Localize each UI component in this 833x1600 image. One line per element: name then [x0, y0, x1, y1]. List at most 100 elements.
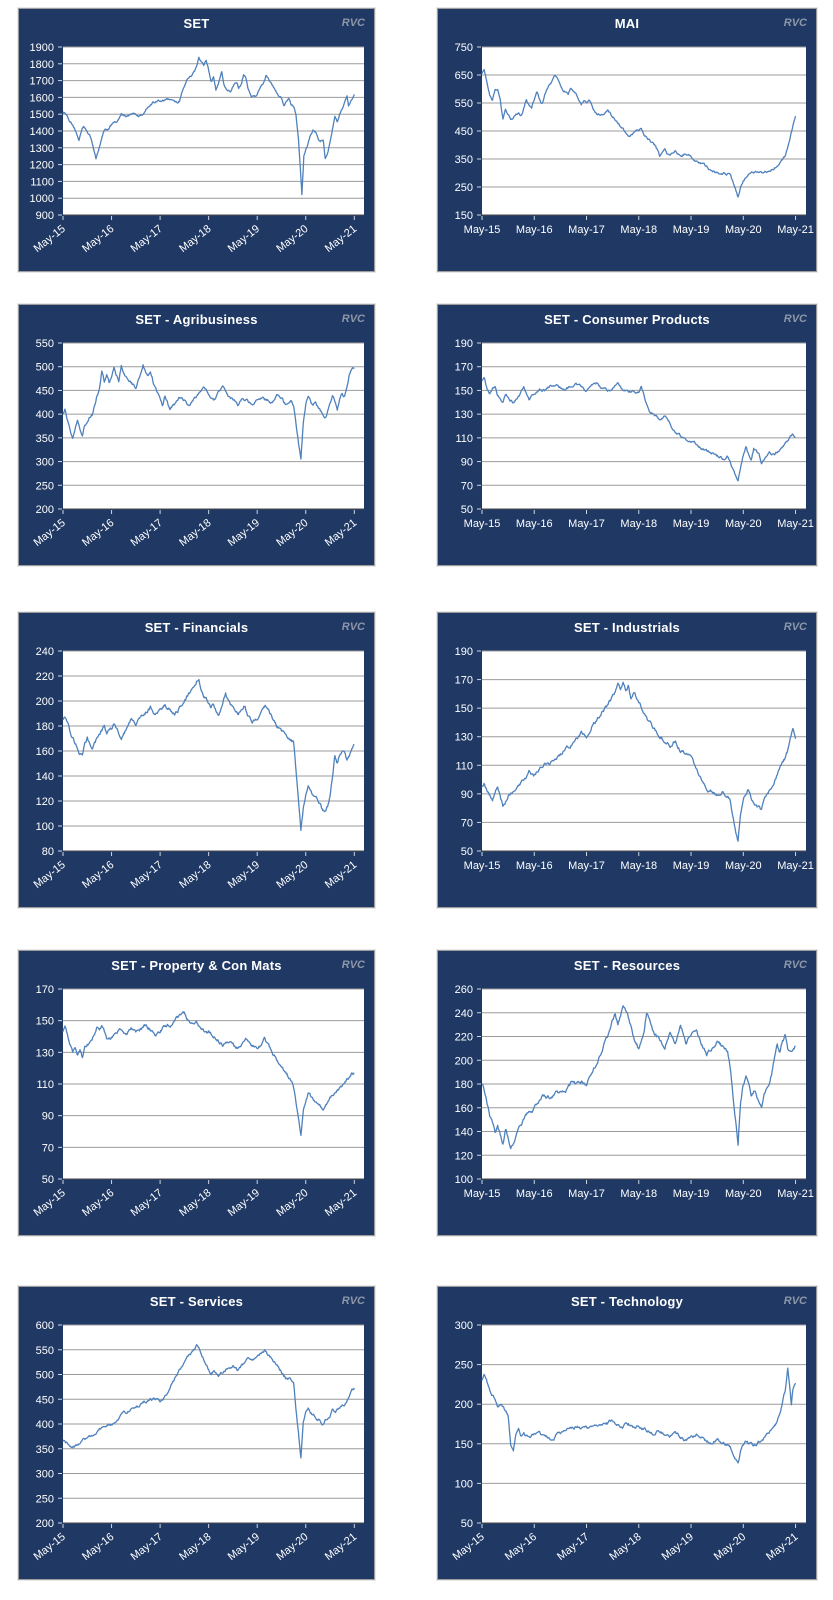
x-axis-label: May-16 — [516, 518, 553, 530]
x-axis-label: May-18 — [620, 224, 657, 236]
x-axis-label: May-20 — [274, 859, 310, 891]
data-series-line — [481, 1367, 797, 1464]
chart-card-set-industrials: SET - Industrials RVC 50 70 90 110 130 150 170 19… — [437, 612, 817, 908]
y-axis-label: 250 — [36, 480, 54, 492]
y-axis-label: 190 — [455, 338, 473, 350]
y-axis-label: 110 — [455, 433, 473, 445]
chart-card-set-agribusiness: SET - Agribusiness RVC 200 250 300 350 400 450 5… — [18, 304, 375, 566]
chart-title-set-services: SET - Services — [149, 1294, 244, 1309]
y-axis-label: 240 — [455, 1008, 473, 1020]
y-axis-label: 220 — [36, 671, 54, 683]
data-series-line — [481, 1005, 796, 1150]
rvc-logo: RVC — [341, 17, 365, 29]
x-axis-label: May-19 — [226, 1187, 262, 1219]
x-axis-label: May-18 — [620, 860, 657, 872]
y-axis-label: 350 — [36, 1444, 54, 1456]
x-axis-label: May-19 — [673, 224, 710, 236]
x-axis-label: May-20 — [725, 224, 762, 236]
y-axis-label: 150 — [455, 385, 473, 397]
x-axis-label: May-15 — [32, 1187, 68, 1219]
chart-header: SET - Industrials RVC — [438, 613, 816, 639]
data-series-line — [62, 1344, 355, 1459]
y-axis-label: 90 — [42, 1111, 54, 1123]
y-axis-label: 150 — [455, 703, 473, 715]
line-chart-set: 900 1000 1100 1200 1300 1400 1500 1600 1700 1800 1… — [30, 42, 364, 255]
y-axis-label: 150 — [455, 210, 473, 222]
x-axis-label: May-18 — [620, 518, 657, 530]
y-axis-label: 150 — [455, 1439, 473, 1451]
y-axis-label: 450 — [36, 385, 54, 397]
y-axis-label: 160 — [36, 746, 54, 758]
y-axis-label: 100 — [455, 1174, 473, 1186]
x-axis-label: May-17 — [129, 1531, 165, 1563]
chart-title-mai: MAI — [614, 16, 640, 31]
y-axis-label: 1500 — [30, 109, 54, 121]
x-axis-label: May-21 — [777, 518, 814, 530]
y-axis-label: 170 — [455, 362, 473, 374]
x-axis-label: May-21 — [777, 1188, 814, 1200]
y-axis-label: 190 — [455, 646, 473, 658]
line-chart-set-services: 200 250 300 350 400 450 500 550 600 May-15 May-16 M… — [32, 1320, 364, 1563]
y-axis-label: 180 — [455, 1079, 473, 1091]
x-axis-label: May-21 — [323, 1187, 359, 1219]
y-axis-label: 1800 — [30, 59, 54, 71]
line-chart-set-agribusiness: 200 250 300 350 400 450 500 550 May-15 May-16 May-… — [32, 338, 364, 549]
data-series-line — [481, 681, 797, 842]
y-axis-label: 240 — [36, 646, 54, 658]
x-axis-label: May-19 — [226, 1531, 262, 1563]
x-axis-label: May-17 — [129, 517, 165, 549]
x-axis-label: May-15 — [464, 1188, 501, 1200]
x-axis-label: May-16 — [80, 223, 116, 255]
chart-header: MAI RVC — [438, 9, 816, 35]
chart-header: SET - Services RVC — [19, 1287, 374, 1313]
rvc-logo: RVC — [783, 959, 807, 971]
x-axis-label: May-18 — [607, 1531, 643, 1563]
chart-title-set-property-con-mats: SET - Property & Con Mats — [111, 958, 282, 973]
x-axis-label: May-15 — [32, 517, 68, 549]
y-axis-label: 100 — [455, 1478, 473, 1490]
data-series-line — [62, 1011, 355, 1137]
line-chart-mai: 150 250 350 450 550 650 750 May-15 May-16 May-17 M… — [455, 42, 814, 236]
y-axis-label: 50 — [461, 1518, 473, 1530]
x-axis-label: May-18 — [177, 223, 213, 255]
rvc-logo: RVC — [341, 959, 365, 971]
x-axis-label: May-16 — [503, 1531, 539, 1563]
y-axis-label: 650 — [455, 70, 473, 82]
x-axis-label: May-19 — [660, 1531, 696, 1563]
line-chart-set-financials: 80 100 120 140 160 180 200 220 240 May-15 May-16 Ma… — [32, 646, 364, 891]
y-axis-label: 180 — [36, 721, 54, 733]
y-axis-label: 120 — [36, 796, 54, 808]
x-axis-label: May-17 — [129, 859, 165, 891]
chart-header: SET - Resources RVC — [438, 951, 816, 977]
y-axis-label: 400 — [36, 1419, 54, 1431]
y-axis-label: 50 — [461, 504, 473, 516]
y-axis-label: 200 — [36, 1518, 54, 1530]
y-axis-label: 170 — [455, 675, 473, 687]
chart-card-set-consumer-products: SET - Consumer Products RVC 50 70 90 110 130 15… — [437, 304, 817, 566]
y-axis-label: 110 — [455, 760, 473, 772]
y-axis-label: 450 — [455, 126, 473, 138]
x-axis-label: May-16 — [80, 1531, 116, 1563]
rvc-logo: RVC — [341, 313, 365, 325]
y-axis-label: 140 — [36, 771, 54, 783]
x-axis-label: May-20 — [725, 518, 762, 530]
x-axis-label: May-15 — [464, 224, 501, 236]
chart-title-set-resources: SET - Resources — [573, 958, 681, 973]
y-axis-label: 1900 — [30, 42, 54, 54]
x-axis-label: May-17 — [568, 1188, 605, 1200]
line-chart-set-technology: 50 100 150 200 250 300 May-15 May-16 May-17 May-1… — [451, 1320, 806, 1563]
x-axis-label: May-19 — [673, 1188, 710, 1200]
y-axis-label: 550 — [36, 1345, 54, 1357]
y-axis-label: 250 — [36, 1493, 54, 1505]
y-axis-label: 150 — [36, 1016, 54, 1028]
chart-header: SET - Financials RVC — [19, 613, 374, 639]
x-axis-label: May-20 — [712, 1531, 748, 1563]
y-axis-label: 70 — [461, 817, 473, 829]
rvc-logo: RVC — [783, 621, 807, 633]
data-series-line — [62, 364, 355, 460]
x-axis-label: May-16 — [80, 517, 116, 549]
y-axis-label: 1700 — [30, 76, 54, 88]
y-axis-label: 500 — [36, 362, 54, 374]
x-axis-label: May-15 — [451, 1531, 487, 1563]
data-series-line — [481, 68, 797, 198]
